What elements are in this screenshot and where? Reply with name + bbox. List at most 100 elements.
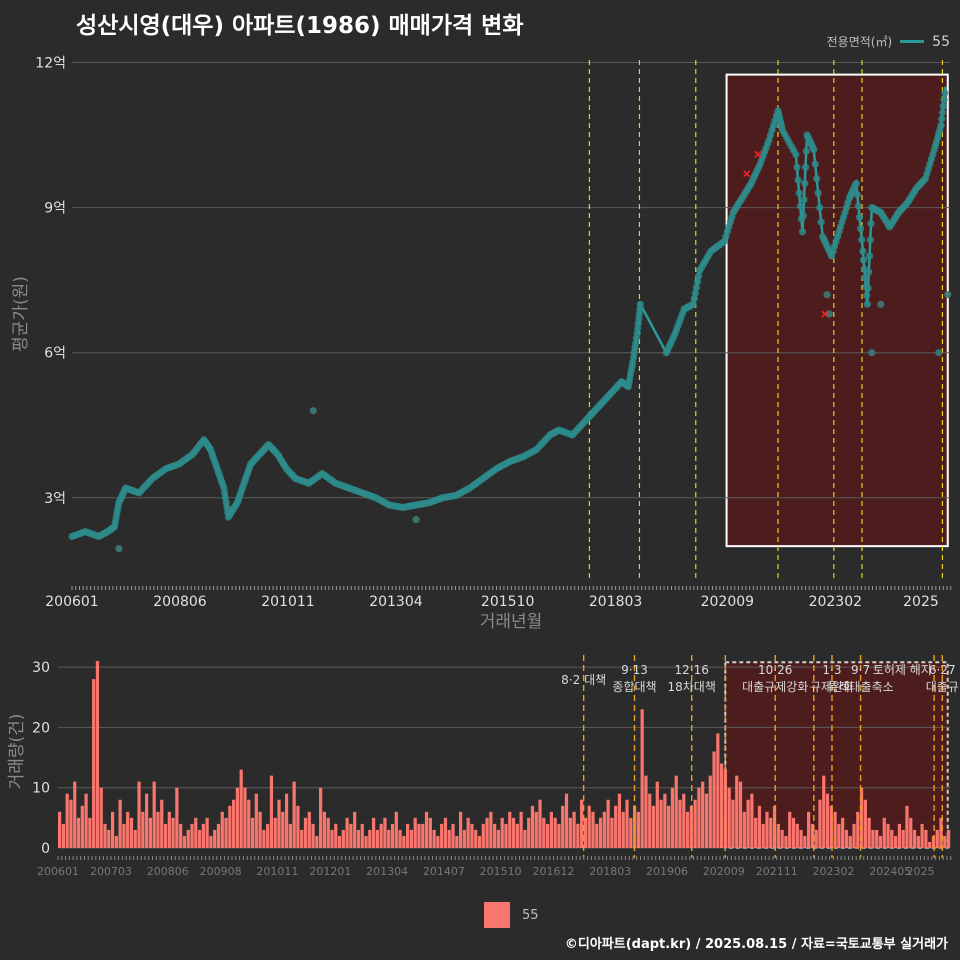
volume-bar	[239, 769, 243, 848]
volume-bar	[141, 811, 145, 848]
volume-bar	[545, 823, 550, 848]
volume-bar	[103, 823, 107, 848]
volume-bar	[542, 817, 546, 848]
volume-bar	[428, 817, 432, 848]
volume-bar	[133, 829, 137, 848]
volume-bar	[799, 829, 803, 848]
volume-x-tick-label: 201906	[646, 865, 688, 878]
volume-bar	[693, 799, 697, 848]
cross-marker	[743, 170, 751, 178]
volume-bar	[890, 829, 894, 848]
volume-bar	[500, 817, 504, 848]
volume-bar	[356, 829, 361, 848]
price-point	[938, 115, 946, 123]
volume-bar	[928, 841, 932, 848]
volume-bar	[345, 817, 349, 848]
x-tick-label: 201510	[481, 594, 534, 610]
volume-bar	[292, 781, 296, 848]
volume-bar	[88, 817, 92, 848]
price-point	[862, 291, 871, 300]
volume-bar	[583, 817, 588, 848]
price-point	[859, 247, 867, 255]
volume-bar	[765, 811, 769, 848]
legend-bar-label: 55	[522, 907, 539, 923]
volume-bar	[65, 793, 69, 848]
volume-bar	[126, 811, 130, 848]
volume-bar	[69, 799, 73, 848]
volume-bar	[651, 805, 656, 848]
volume-x-tick-label: 200806	[147, 865, 189, 878]
policy-annotation: 9·7	[851, 663, 870, 677]
outlier-point	[877, 300, 885, 308]
volume-bar	[678, 799, 682, 848]
volume-bar	[186, 829, 190, 848]
volume-bar	[477, 835, 482, 848]
price-point	[695, 272, 703, 280]
volume-bar	[167, 811, 171, 848]
volume-bar	[296, 805, 300, 848]
volume-bar	[417, 823, 421, 848]
volume-bar	[458, 811, 463, 848]
volume-bar	[451, 823, 455, 848]
volume-bar	[122, 823, 126, 848]
volume-bar	[655, 781, 659, 848]
volume-bar	[791, 817, 796, 848]
volume-bar	[822, 775, 826, 848]
volume-x-tick-label: 202405	[869, 865, 911, 878]
volume-bar	[738, 781, 743, 848]
legend-bottom: 55	[484, 902, 539, 928]
volume-bar	[258, 811, 262, 848]
volume-bar	[447, 829, 451, 848]
volume-bar	[576, 823, 580, 848]
price-point	[861, 274, 869, 282]
volume-bar	[470, 823, 474, 848]
price-point	[857, 224, 865, 233]
volume-bar	[621, 811, 625, 848]
volume-bar	[784, 835, 788, 848]
cross-marker	[821, 310, 829, 318]
volume-bar	[508, 811, 512, 848]
volume-bar	[595, 823, 599, 848]
price-point	[636, 300, 644, 308]
volume-bar	[931, 835, 936, 848]
price-point	[938, 108, 947, 117]
volume-bar	[818, 799, 822, 848]
price-point	[858, 236, 866, 244]
volume-bar	[209, 835, 213, 848]
credit-text: ©디아파트(dapt.kr) / 2025.08.15 / 자료=국토교통부 실…	[564, 937, 948, 952]
volume-bar	[803, 835, 807, 848]
volume-bar	[878, 835, 883, 848]
volume-bar	[867, 817, 871, 848]
volume-bar	[534, 811, 538, 848]
volume-bar	[61, 823, 65, 848]
volume-bar	[504, 823, 508, 848]
volume-bar	[152, 781, 156, 848]
highlight-region	[725, 73, 949, 548]
volume-bar	[742, 811, 746, 848]
volume-x-tick-label: 201201	[309, 865, 351, 878]
volume-bar	[523, 829, 527, 848]
volume-bar	[810, 823, 815, 848]
volume-bar	[882, 817, 886, 848]
volume-bar	[485, 817, 489, 848]
volume-bar	[466, 817, 470, 848]
price-point	[860, 256, 868, 264]
price-point	[854, 202, 863, 210]
volume-bar	[194, 817, 198, 848]
volume-bar	[432, 829, 436, 848]
volume-bar	[337, 835, 342, 848]
volume-bar	[905, 805, 909, 848]
price-point	[795, 189, 803, 197]
volume-bar	[315, 835, 319, 848]
volume-bar	[795, 823, 799, 848]
price-point	[813, 174, 821, 183]
volume-y-tick-label: 30	[32, 660, 50, 676]
volume-bar	[598, 817, 603, 848]
price-point	[939, 102, 947, 110]
volume-bar	[462, 829, 466, 848]
price-point	[940, 95, 948, 104]
volume-bar	[481, 823, 485, 848]
price-point	[689, 300, 697, 308]
volume-bar	[243, 787, 247, 848]
volume-bar	[364, 835, 368, 848]
